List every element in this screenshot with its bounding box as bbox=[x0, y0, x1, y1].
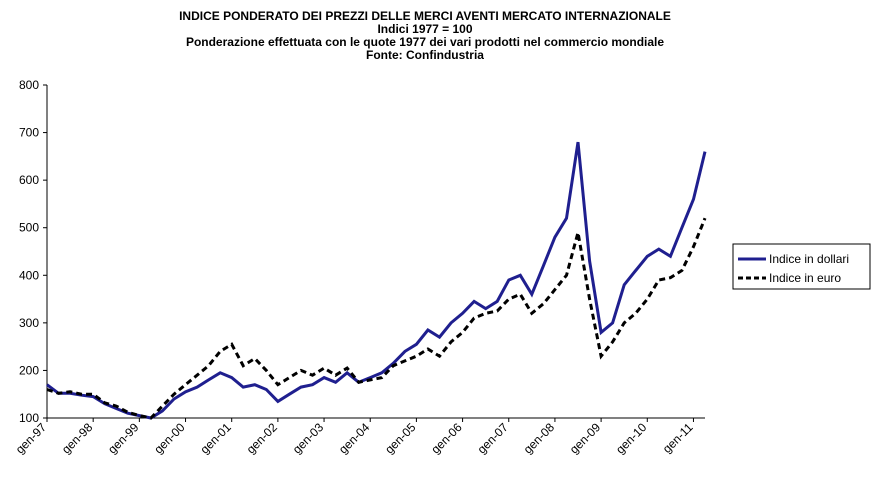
subtitle: Fonte: Confindustria bbox=[366, 48, 484, 62]
x-tick-label: gen-06 bbox=[428, 420, 465, 457]
x-tick-label: gen-05 bbox=[382, 420, 419, 457]
x-tick-label: gen-04 bbox=[336, 420, 373, 457]
x-tick-label: gen-07 bbox=[475, 420, 512, 457]
subtitle: Ponderazione effettuata con le quote 197… bbox=[186, 35, 664, 49]
x-tick-label: gen-08 bbox=[521, 420, 558, 457]
y-tick-label: 500 bbox=[19, 221, 39, 235]
y-tick-label: 400 bbox=[19, 268, 39, 282]
legend-label: Indice in euro bbox=[769, 271, 841, 285]
subtitle: Indici 1977 = 100 bbox=[377, 22, 472, 36]
y-tick-label: 700 bbox=[19, 126, 39, 140]
series-line bbox=[46, 217, 707, 420]
legend-box bbox=[732, 243, 871, 290]
series-line bbox=[46, 141, 707, 420]
x-tick-label: gen-11 bbox=[660, 420, 696, 456]
x-tick-label: gen-03 bbox=[290, 420, 327, 457]
legend-label: Indice in dollari bbox=[769, 252, 849, 266]
x-tick-label: gen-98 bbox=[59, 420, 96, 457]
y-tick-label: 800 bbox=[19, 78, 39, 92]
y-tick-label: 100 bbox=[19, 411, 39, 425]
x-tick-label: gen-10 bbox=[613, 420, 650, 457]
y-tick-label: 600 bbox=[19, 173, 39, 187]
x-tick-label: gen-09 bbox=[567, 420, 604, 457]
x-tick-label: gen-01 bbox=[197, 420, 234, 457]
y-tick-label: 300 bbox=[19, 316, 39, 330]
chart-title: INDICE PONDERATO DEI PREZZI DELLE MERCI … bbox=[179, 9, 671, 23]
x-tick-label: gen-99 bbox=[105, 420, 142, 457]
y-tick-label: 200 bbox=[19, 363, 39, 377]
x-tick-label: gen-97 bbox=[13, 420, 50, 457]
x-tick-label: gen-00 bbox=[151, 420, 188, 457]
x-tick-label: gen-02 bbox=[244, 420, 281, 457]
